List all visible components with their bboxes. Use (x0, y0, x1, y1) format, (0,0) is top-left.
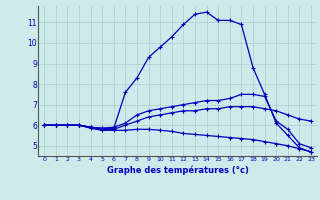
X-axis label: Graphe des températures (°c): Graphe des températures (°c) (107, 165, 249, 175)
